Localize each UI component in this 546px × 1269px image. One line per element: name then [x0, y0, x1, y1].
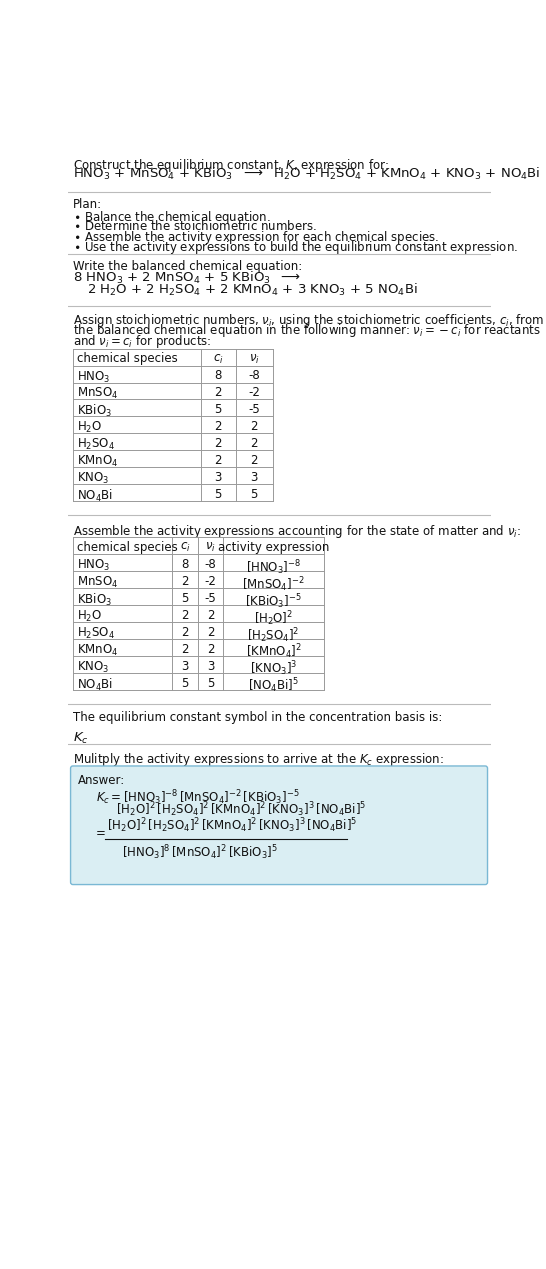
- Text: -5: -5: [248, 404, 260, 416]
- Text: [KNO$_3$]$^3$: [KNO$_3$]$^3$: [250, 660, 297, 679]
- Text: 2: 2: [207, 643, 214, 656]
- Text: HNO$_3$: HNO$_3$: [77, 558, 110, 574]
- Text: 8: 8: [215, 369, 222, 382]
- Text: H$_2$O: H$_2$O: [77, 420, 102, 435]
- Text: KNO$_3$: KNO$_3$: [77, 660, 109, 675]
- Text: -8: -8: [205, 558, 216, 571]
- Text: $[\mathrm{H_2O}]^2\,[\mathrm{H_2SO_4}]^2\,[\mathrm{KMnO_4}]^2\,[\mathrm{KNO_3}]^: $[\mathrm{H_2O}]^2\,[\mathrm{H_2SO_4}]^2…: [107, 816, 358, 835]
- Text: 2: 2: [181, 609, 188, 622]
- Text: 2: 2: [181, 575, 188, 588]
- Text: HNO$_3$: HNO$_3$: [77, 369, 110, 385]
- Text: Assign stoichiometric numbers, $\nu_i$, using the stoichiometric coefficients, $: Assign stoichiometric numbers, $\nu_i$, …: [73, 312, 544, 329]
- Text: [MnSO$_4$]$^{-2}$: [MnSO$_4$]$^{-2}$: [242, 575, 305, 594]
- Text: 8: 8: [181, 558, 188, 571]
- Text: H$_2$SO$_4$: H$_2$SO$_4$: [77, 626, 115, 641]
- Text: MnSO$_4$: MnSO$_4$: [77, 575, 118, 590]
- Text: 2: 2: [207, 626, 214, 638]
- Text: The equilibrium constant symbol in the concentration basis is:: The equilibrium constant symbol in the c…: [73, 712, 442, 725]
- Text: KMnO$_4$: KMnO$_4$: [77, 454, 118, 470]
- Text: the balanced chemical equation in the following manner: $\nu_i = -c_i$ for react: the balanced chemical equation in the fo…: [73, 322, 541, 339]
- Text: MnSO$_4$: MnSO$_4$: [77, 386, 118, 401]
- Text: $[\mathrm{HNO_3}]^8\,[\mathrm{MnSO_4}]^2\,[\mathrm{KBiO_3}]^5$: $[\mathrm{HNO_3}]^8\,[\mathrm{MnSO_4}]^2…: [122, 844, 278, 863]
- Text: 2: 2: [251, 420, 258, 433]
- Text: and $\nu_i = c_i$ for products:: and $\nu_i = c_i$ for products:: [73, 334, 211, 350]
- Text: 3: 3: [215, 471, 222, 483]
- Text: $\bullet$ Use the activity expressions to build the equilibrium constant express: $\bullet$ Use the activity expressions t…: [73, 240, 518, 256]
- Text: 5: 5: [251, 489, 258, 501]
- Text: chemical species: chemical species: [77, 353, 177, 365]
- Text: H$_2$O: H$_2$O: [77, 609, 102, 624]
- Text: 2: 2: [181, 643, 188, 656]
- Text: chemical species: chemical species: [77, 541, 177, 555]
- Text: 3: 3: [251, 471, 258, 483]
- Text: 5: 5: [215, 489, 222, 501]
- Text: 5: 5: [215, 404, 222, 416]
- Text: 2 H$_2$O + 2 H$_2$SO$_4$ + 2 KMnO$_4$ + 3 KNO$_3$ + 5 NO$_4$Bi: 2 H$_2$O + 2 H$_2$SO$_4$ + 2 KMnO$_4$ + …: [87, 282, 418, 298]
- Text: 8 HNO$_3$ + 2 MnSO$_4$ + 5 KBiO$_3$  $\longrightarrow$: 8 HNO$_3$ + 2 MnSO$_4$ + 5 KBiO$_3$ $\lo…: [73, 270, 301, 287]
- Text: 5: 5: [207, 676, 214, 689]
- Text: 2: 2: [215, 438, 222, 450]
- Text: Write the balanced chemical equation:: Write the balanced chemical equation:: [73, 260, 302, 273]
- Text: NO$_4$Bi: NO$_4$Bi: [77, 489, 113, 504]
- Text: -5: -5: [205, 591, 216, 605]
- Text: Answer:: Answer:: [78, 774, 125, 788]
- Text: =: =: [96, 827, 106, 840]
- Text: KBiO$_3$: KBiO$_3$: [77, 404, 112, 419]
- Text: 5: 5: [181, 591, 188, 605]
- Text: $\bullet$ Determine the stoichiometric numbers.: $\bullet$ Determine the stoichiometric n…: [73, 220, 317, 233]
- Text: KMnO$_4$: KMnO$_4$: [77, 643, 118, 657]
- Text: $c_i$: $c_i$: [180, 541, 190, 555]
- Text: [H$_2$SO$_4$]$^2$: [H$_2$SO$_4$]$^2$: [247, 626, 300, 645]
- Text: [H$_2$O]$^2$: [H$_2$O]$^2$: [254, 609, 293, 628]
- Text: 2: 2: [207, 609, 214, 622]
- Text: NO$_4$Bi: NO$_4$Bi: [77, 676, 113, 693]
- Text: H$_2$SO$_4$: H$_2$SO$_4$: [77, 438, 115, 452]
- Text: KNO$_3$: KNO$_3$: [77, 471, 109, 486]
- Text: $K_c = [\mathrm{HNO_3}]^{-8}\,[\mathrm{MnSO_4}]^{-2}\,[\mathrm{KBiO_3}]^{-5}$: $K_c = [\mathrm{HNO_3}]^{-8}\,[\mathrm{M…: [96, 788, 300, 807]
- Text: 5: 5: [181, 676, 188, 689]
- Text: -8: -8: [248, 369, 260, 382]
- Text: [KBiO$_3$]$^{-5}$: [KBiO$_3$]$^{-5}$: [245, 591, 302, 610]
- Text: 3: 3: [181, 660, 188, 673]
- Text: 2: 2: [251, 438, 258, 450]
- Text: $\bullet$ Assemble the activity expression for each chemical species.: $\bullet$ Assemble the activity expressi…: [73, 230, 439, 246]
- Text: Mulitply the activity expressions to arrive at the $K_c$ expression:: Mulitply the activity expressions to arr…: [73, 751, 444, 768]
- Text: Assemble the activity expressions accounting for the state of matter and $\nu_i$: Assemble the activity expressions accoun…: [73, 523, 521, 539]
- Text: HNO$_3$ + MnSO$_4$ + KBiO$_3$  $\longrightarrow$  H$_2$O + H$_2$SO$_4$ + KMnO$_4: HNO$_3$ + MnSO$_4$ + KBiO$_3$ $\longrigh…: [73, 166, 541, 183]
- Text: 2: 2: [181, 626, 188, 638]
- Text: 2: 2: [215, 420, 222, 433]
- Text: -2: -2: [248, 386, 260, 400]
- Text: 2: 2: [215, 386, 222, 400]
- Text: 2: 2: [215, 454, 222, 467]
- Text: [NO$_4$Bi]$^5$: [NO$_4$Bi]$^5$: [248, 676, 299, 695]
- Text: Plan:: Plan:: [73, 198, 102, 212]
- Text: [HNO$_3$]$^{-8}$: [HNO$_3$]$^{-8}$: [246, 558, 301, 577]
- Text: $K_c$: $K_c$: [73, 731, 88, 746]
- Text: 3: 3: [207, 660, 214, 673]
- Text: 2: 2: [251, 454, 258, 467]
- Text: $[\mathrm{H_2O}]^2\,[\mathrm{H_2SO_4}]^2\,[\mathrm{KMnO_4}]^2\,[\mathrm{KNO_3}]^: $[\mathrm{H_2O}]^2\,[\mathrm{H_2SO_4}]^2…: [116, 801, 367, 820]
- FancyBboxPatch shape: [70, 766, 488, 884]
- Text: $\bullet$ Balance the chemical equation.: $\bullet$ Balance the chemical equation.: [73, 209, 270, 226]
- Text: $\nu_i$: $\nu_i$: [205, 541, 216, 555]
- Text: KBiO$_3$: KBiO$_3$: [77, 591, 112, 608]
- Text: -2: -2: [205, 575, 216, 588]
- Text: $c_i$: $c_i$: [213, 353, 223, 365]
- Text: $\nu_i$: $\nu_i$: [249, 353, 260, 365]
- Text: [KMnO$_4$]$^2$: [KMnO$_4$]$^2$: [246, 643, 301, 661]
- Text: Construct the equilibrium constant, $K$, expression for:: Construct the equilibrium constant, $K$,…: [73, 157, 389, 174]
- Text: activity expression: activity expression: [218, 541, 329, 555]
